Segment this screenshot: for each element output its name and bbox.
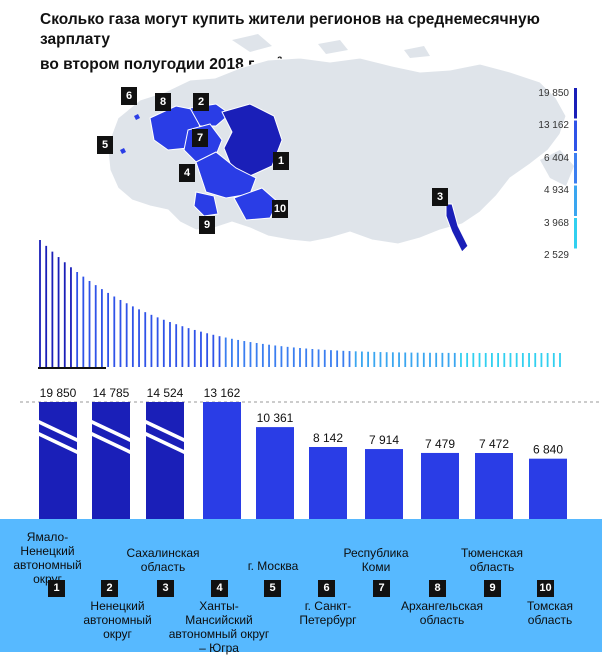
legend-tick-2: 6 404	[543, 153, 569, 164]
axis-break-mark	[39, 420, 77, 442]
map-tag-1: 1	[273, 152, 289, 170]
bar-chart: 19 850 14 785 14 524 13 162 10 361 8 142 7 914…	[20, 386, 600, 530]
value-label-9: 7 472	[479, 437, 509, 451]
map-tag-9: 9	[199, 216, 215, 234]
value-label-10: 6 840	[533, 443, 563, 457]
value-label-1: 19 850	[40, 386, 77, 400]
map-tag-6: 6	[121, 87, 137, 105]
category-label-3: Сахалинская область	[126, 546, 200, 574]
axis-break-mark	[146, 432, 184, 454]
title-line-2-text: во втором полугодии 2018 г., м	[40, 56, 278, 74]
value-label-3: 14 524	[147, 386, 184, 400]
category-label-7: Республика Коми	[343, 546, 409, 574]
bar-7	[365, 449, 403, 520]
map-tag-3: 3	[432, 188, 448, 206]
value-label-5: 10 361	[257, 411, 294, 425]
category-label-9: Тюменская область	[461, 546, 523, 574]
bar-5	[256, 427, 294, 520]
title-line-1: Сколько газа могут купить жители регионо…	[40, 11, 540, 48]
arctic-island-2	[318, 40, 348, 54]
legend-tick-4: 3 968	[543, 218, 569, 229]
region-moscow	[120, 148, 126, 154]
axis-break-mark	[92, 432, 130, 454]
axis-break-mark	[92, 420, 130, 442]
map-tag-7: 7	[192, 129, 208, 147]
legend-tick-0: 19 850	[538, 88, 569, 99]
arctic-island-1	[232, 34, 272, 52]
legend-segment-1	[574, 120, 577, 151]
bar-9	[475, 453, 513, 520]
axis-break-mark	[146, 420, 184, 442]
bar-2	[92, 402, 130, 520]
russia-map-land	[107, 57, 567, 245]
bar-10	[529, 458, 567, 520]
region-sakhalin	[445, 203, 469, 253]
rank-badge-10: 10	[537, 580, 554, 597]
rank-badge-7: 7	[373, 580, 390, 597]
kamchatka	[540, 150, 574, 186]
map-tag-5: 5	[97, 136, 113, 154]
russia-map	[107, 34, 574, 253]
legend-segment-0	[574, 88, 577, 119]
rank-badge-4: 4	[211, 580, 228, 597]
legend-tick-3: 4 934	[543, 185, 569, 196]
category-label-2: Ненецкий автономный округ	[83, 599, 152, 641]
legend-segment-2	[574, 153, 577, 184]
value-label-7: 7 914	[369, 433, 399, 447]
category-label-10: Томская область	[526, 599, 573, 627]
value-label-4: 13 162	[204, 386, 241, 400]
category-label-4: Ханты-Мансийский автономный округ – Югра	[168, 599, 270, 655]
rank-badge-1: 1	[48, 580, 65, 597]
rank-badge-2: 2	[101, 580, 118, 597]
region-tyumen	[193, 191, 219, 217]
legend-segment-3	[574, 185, 577, 216]
value-label-2: 14 785	[93, 386, 130, 400]
bar-1	[39, 402, 77, 520]
overview-mini-chart	[38, 240, 561, 369]
arctic-island-3	[404, 46, 430, 58]
bar-4	[203, 402, 241, 520]
bar-3	[146, 402, 184, 520]
axis-break-mark	[39, 432, 77, 454]
map-tag-2: 2	[193, 93, 209, 111]
value-label-8: 7 479	[425, 437, 455, 451]
map-tag-4: 4	[179, 164, 195, 182]
labels-panel	[0, 519, 602, 652]
bar-6	[309, 447, 347, 520]
rank-badge-6: 6	[318, 580, 335, 597]
region-spb	[134, 114, 140, 120]
bar-8	[421, 452, 459, 520]
map-tag-8: 8	[155, 93, 171, 111]
category-label-6: г. Санкт-Петербург	[299, 599, 357, 627]
region-khmao	[195, 151, 257, 199]
value-label-6: 8 142	[313, 431, 343, 445]
map-tag-10: 10	[272, 200, 288, 218]
rank-badge-8: 8	[429, 580, 446, 597]
legend-tick-1: 13 162	[538, 120, 569, 131]
legend-tick-5: 2 529	[543, 250, 569, 261]
rank-badge-5: 5	[264, 580, 281, 597]
rank-badge-3: 3	[157, 580, 174, 597]
category-label-1: Ямало-Ненецкий автономный округ	[13, 530, 82, 586]
legend-scale	[574, 88, 577, 249]
category-label-8: Архангельская область	[400, 599, 484, 627]
region-yamal	[221, 103, 283, 177]
rank-badge-9: 9	[484, 580, 501, 597]
legend-segment-4	[574, 218, 577, 249]
category-label-5: г. Москва	[247, 559, 299, 573]
